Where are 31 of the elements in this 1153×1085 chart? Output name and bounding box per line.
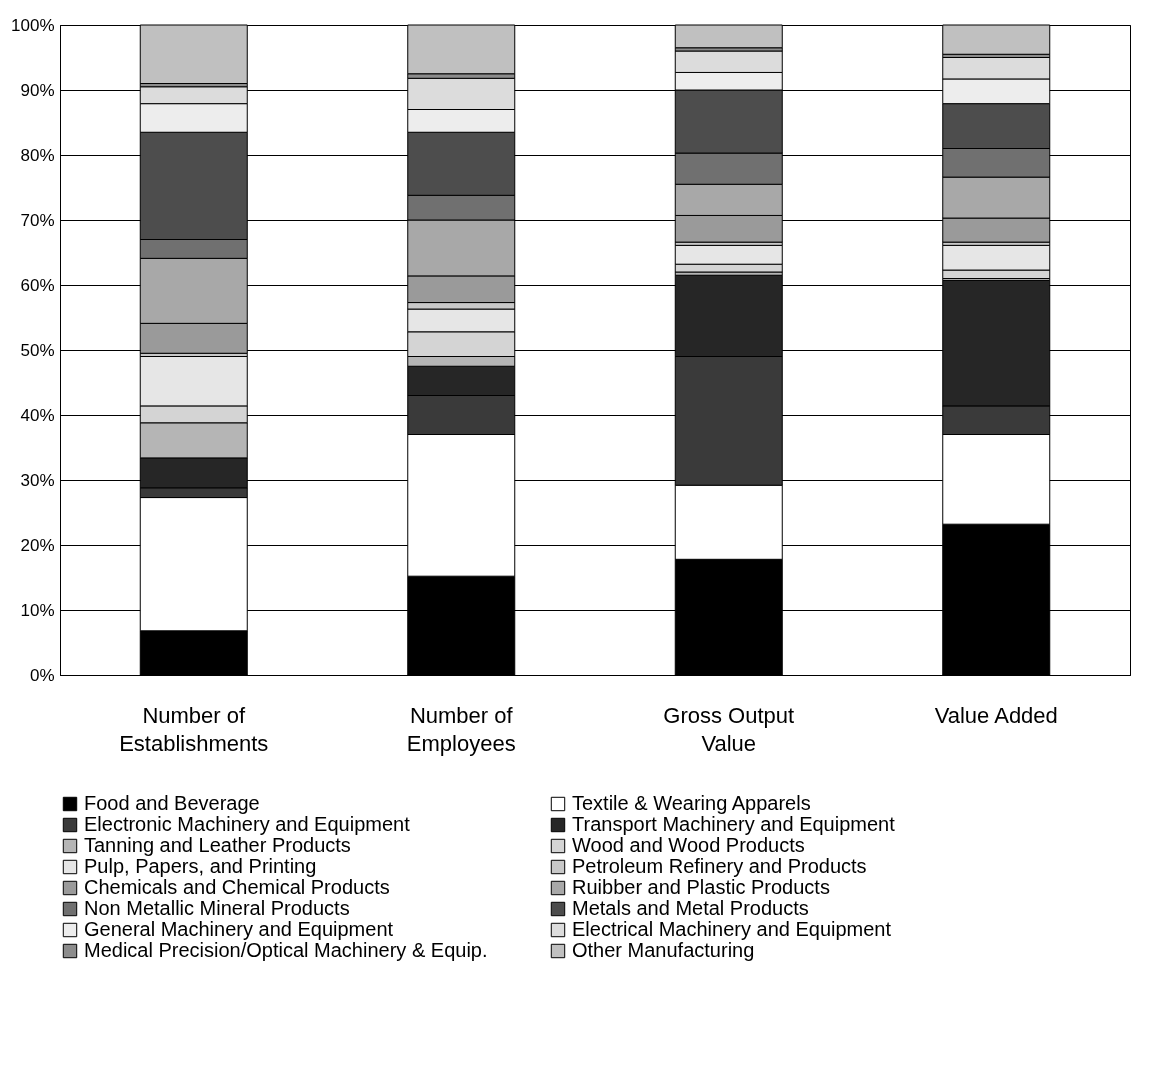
legend-label: Textile & Wearing Apparels: [572, 792, 811, 814]
y-tick-label: 70%: [20, 210, 55, 230]
x-tick-label: Number of Employees: [406, 702, 516, 756]
legend-label: General Machinery and Equipment: [84, 918, 394, 940]
legend-label: Other Manufacturing: [572, 939, 755, 961]
legend-label: Pulp, Papers, and Printing: [84, 855, 317, 877]
y-tick-label: 0%: [29, 665, 55, 685]
legend-label: Ruibber and Plastic Products: [572, 876, 830, 898]
legend-label: Petroleum Refinery and Products: [572, 855, 867, 877]
y-tick-label: 80%: [20, 145, 55, 165]
legend-label: Chemicals and Chemical Products: [84, 876, 390, 898]
legend-label: Medical Precision/Optical Machinery & Equip.: [84, 939, 488, 961]
x-tick-label: Number of Establishments: [119, 702, 269, 756]
legend-label: Non Metallic Mineral Products: [84, 897, 350, 919]
x-tick-label: Gross Output Value: [663, 702, 795, 756]
y-tick-label: 90%: [20, 80, 55, 100]
legend-label: Electrical Machinery and Equipment: [572, 918, 892, 940]
legend-label: Food and Beverage: [84, 792, 260, 814]
y-tick-label: 20%: [20, 535, 55, 555]
y-tick-label: 30%: [20, 470, 55, 490]
legend-label: Transport Machinery and Equipment: [572, 813, 896, 835]
y-tick-label: 50%: [20, 340, 55, 360]
y-tick-label: 40%: [20, 405, 55, 425]
y-tick-label: 10%: [20, 600, 55, 620]
x-tick-label: Value Added: [934, 702, 1058, 728]
y-tick-label: 100%: [11, 15, 55, 35]
legend-label: Electronic Machinery and Equipment: [84, 813, 411, 835]
legend-label: Metals and Metal Products: [572, 897, 809, 919]
legend-label: Wood and Wood Products: [572, 834, 805, 856]
y-tick-label: 60%: [20, 275, 55, 295]
legend-label: Tanning and Leather Products: [84, 834, 351, 856]
